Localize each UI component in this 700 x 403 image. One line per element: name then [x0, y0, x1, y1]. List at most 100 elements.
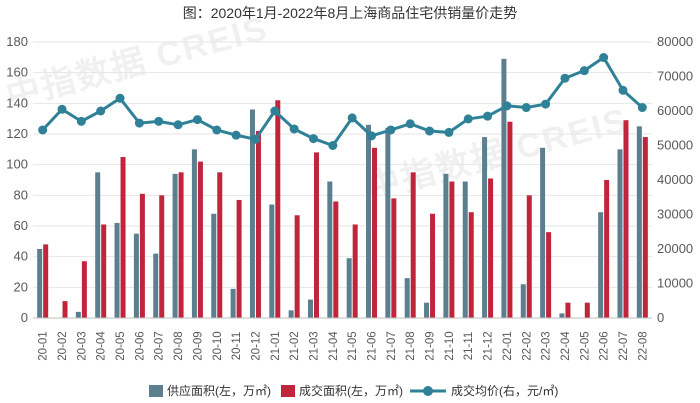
price-point: [212, 125, 222, 135]
price-point: [308, 134, 318, 144]
price-point: [521, 103, 531, 113]
supply-bar: [366, 124, 372, 318]
price-point: [250, 134, 260, 144]
watermark-text: 中指数据 CREIS: [362, 101, 632, 207]
x-tick-label: 20-06: [134, 331, 146, 360]
x-tick-label: 22-02: [521, 331, 533, 360]
x-tick-label: 21-06: [367, 331, 379, 360]
x-tick-label: 21-08: [405, 331, 417, 360]
price-point: [367, 131, 377, 141]
supply-bar: [636, 126, 642, 318]
price-point: [57, 104, 67, 114]
supply-bar: [327, 181, 333, 318]
supply-bar: [249, 109, 255, 318]
legend-swatch-price-point: [423, 386, 433, 396]
y-right-tick-label: 10000: [657, 276, 693, 291]
x-tick-label: 20-07: [154, 331, 166, 360]
y-left-tick-label: 0: [21, 310, 28, 325]
x-tick-label: 20-09: [192, 331, 204, 360]
x-tick-label: 20-10: [212, 331, 224, 360]
supply-bar: [269, 204, 275, 318]
legend-swatch-supply: [149, 385, 163, 397]
deal-bar: [352, 224, 358, 318]
supply-bar: [520, 284, 526, 318]
chart-title: 图：2020年1月-2022年8月上海商品住宅供销量价走势: [183, 5, 518, 21]
y-right-tick-label: 40000: [657, 172, 693, 187]
deal-bar: [410, 172, 416, 318]
x-tick-label: 22-07: [618, 331, 630, 360]
y-left-tick-label: 100: [6, 157, 28, 172]
price-point: [173, 120, 183, 130]
x-tick-label: 22-04: [560, 331, 572, 361]
price-point: [115, 93, 125, 103]
price-point: [192, 115, 202, 125]
price-point: [154, 116, 164, 126]
axes: 0 20 40 60 80 100 120 140 160 180 0 10000 20000 30000…: [6, 34, 693, 361]
supply-bar: [153, 253, 159, 318]
x-tick-label: 22-08: [637, 331, 649, 360]
deal-bar: [391, 198, 397, 318]
deal-bar: [372, 147, 378, 318]
deal-bar: [197, 161, 203, 318]
deal-bar: [236, 199, 242, 318]
deal-bar: [43, 244, 49, 318]
supply-bar: [404, 278, 410, 318]
deal-bar: [449, 181, 455, 318]
x-tick-label: 20-12: [250, 331, 262, 360]
y-right-tick-label: 50000: [657, 138, 693, 153]
deal-bar: [294, 215, 300, 318]
price-point: [76, 116, 86, 126]
y-left-tick-label: 140: [6, 95, 28, 110]
price-point: [289, 124, 299, 134]
legend-label-supply: 供应面积(左，万㎡): [167, 383, 271, 398]
y-left-tick-label: 80: [14, 187, 28, 202]
supply-bar: [37, 249, 43, 318]
x-tick-label: 21-12: [483, 331, 495, 360]
deal-bar: [159, 195, 165, 318]
x-tick-label: 22-06: [599, 331, 611, 360]
supply-bar: [133, 233, 139, 318]
x-tick-label: 22-03: [541, 331, 553, 360]
deal-bar: [546, 232, 552, 318]
price-point: [618, 85, 628, 95]
deal-bar: [333, 201, 339, 318]
legend-swatch-deal: [281, 385, 295, 397]
x-tick-label: 22-01: [502, 331, 514, 360]
supply-bar: [540, 147, 546, 318]
x-tick-label: 20-11: [231, 332, 243, 361]
x-tick-label: 20-03: [76, 331, 88, 360]
deal-bar: [430, 213, 436, 318]
y-right-tick-label: 80000: [657, 34, 693, 49]
legend-label-deal: 成交面积(左，万㎡): [299, 383, 403, 398]
y-left-tick-label: 180: [6, 34, 28, 49]
deal-bar: [565, 302, 571, 318]
x-tick-label: 21-02: [289, 331, 301, 360]
legend-label-price: 成交均价(右，元/㎡): [451, 383, 558, 398]
deal-bar: [217, 172, 223, 318]
supply-bar: [559, 313, 565, 318]
y-left-tick-label: 60: [14, 218, 28, 233]
y-left-tick-label: 160: [6, 65, 28, 80]
x-tick-label: 20-08: [173, 331, 185, 360]
deal-bar: [507, 121, 513, 318]
supply-bar: [307, 299, 313, 318]
price-point: [38, 125, 48, 135]
price-point: [231, 130, 241, 140]
y-right-tick-label: 60000: [657, 103, 693, 118]
price-point: [579, 66, 589, 76]
supply-bar: [617, 149, 623, 318]
price-point: [502, 101, 512, 111]
supply-bar: [598, 212, 604, 318]
deal-bar: [623, 120, 629, 318]
watermark-text: 中指数据 CREIS: [2, 9, 272, 115]
deal-bar: [642, 137, 648, 318]
price-point: [599, 53, 609, 63]
x-tick-label: 21-01: [270, 331, 282, 360]
bars: [37, 58, 648, 319]
x-tick-label: 20-04: [96, 331, 108, 361]
x-tick-label: 21-04: [328, 331, 340, 361]
price-point: [483, 111, 493, 121]
x-tick-label: 22-05: [579, 331, 591, 360]
deal-bar: [178, 172, 184, 318]
deal-bar: [584, 302, 590, 318]
